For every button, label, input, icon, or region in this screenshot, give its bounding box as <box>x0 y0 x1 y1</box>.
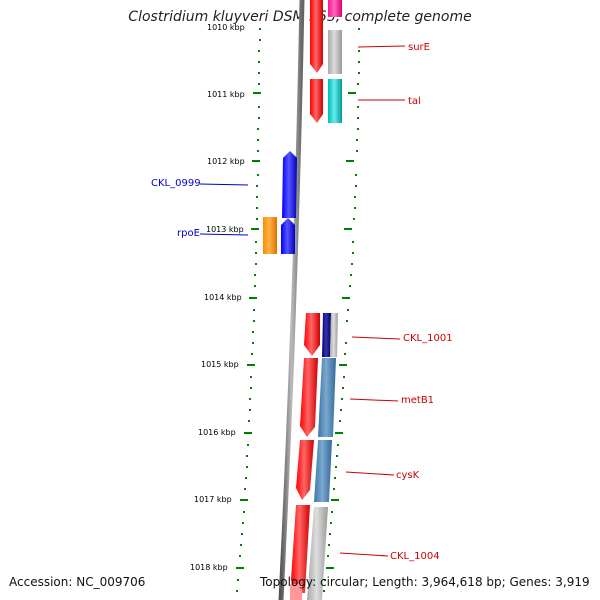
gene-label-rpoE: rpoE <box>177 228 200 239</box>
scale-label-1018: 1018 kbp <box>190 563 228 572</box>
scale-label-1017: 1017 kbp <box>194 495 232 504</box>
gene-arrow-CKL_1001 <box>304 313 320 356</box>
reverse-genes <box>263 151 297 254</box>
gene-label-CKL_0999: CKL_0999 <box>151 178 201 189</box>
scale-dots-outer <box>323 28 360 592</box>
gene-label-tal: tal <box>408 96 421 107</box>
gene-arrow-bottom <box>290 584 302 600</box>
feature-steel-metB1 <box>318 358 336 437</box>
scale-label-1011: 1011 kbp <box>207 90 245 99</box>
gene-arrow-cysK <box>296 440 314 500</box>
gene-arrow-tal <box>310 79 323 123</box>
gene-label-metB1: metB1 <box>401 395 434 406</box>
scale-label-1014: 1014 kbp <box>204 293 242 302</box>
scale-label-1013: 1013 kbp <box>206 225 244 234</box>
feature-grey-CKL_1004 <box>307 507 328 600</box>
gene-label-cysK: cysK <box>396 470 420 481</box>
scale-dots-inner <box>236 28 261 592</box>
feature-grey-CKL_1001 <box>330 313 338 357</box>
feature-orange <box>263 217 277 254</box>
gene-arrow-metB1 <box>300 358 318 437</box>
scale-label-1012: 1012 kbp <box>207 157 245 166</box>
gene-label-CKL_1004: CKL_1004 <box>390 551 440 562</box>
label-lines <box>199 45 406 557</box>
feature-grey-surE <box>328 30 342 74</box>
scale-labels: 1010 kbp 1011 kbp 1012 kbp 1013 kbp 1014… <box>190 23 245 572</box>
forward-genes <box>290 0 323 600</box>
gene-labels: surE tal CKL_0999 rpoE CKL_1001 metB1 cy… <box>151 42 453 562</box>
gene-label-CKL_1001: CKL_1001 <box>403 333 453 344</box>
gene-arrow-surE <box>310 0 323 73</box>
accession-text: Accession: NC_009706 <box>9 575 146 589</box>
gene-arrow-CKL_1004 <box>291 505 310 593</box>
gene-label-surE: surE <box>408 42 430 53</box>
gene-arrow-rpoE <box>281 218 295 254</box>
scale-ticks-outer <box>326 92 356 569</box>
scale-label-1016: 1016 kbp <box>198 428 236 437</box>
topology-text: Topology: circular; Length: 3,964,618 bp… <box>260 575 590 589</box>
scale-label-1010: 1010 kbp <box>207 23 245 32</box>
feature-cyan-tal <box>328 79 342 123</box>
feature-navy <box>322 313 331 357</box>
scale-label-1015: 1015 kbp <box>201 360 239 369</box>
genome-backbone <box>278 0 305 600</box>
gene-arrow-CKL_0999 <box>282 151 297 218</box>
feature-track <box>307 0 342 600</box>
scale-ticks <box>236 92 261 569</box>
feature-magenta <box>328 0 342 17</box>
feature-steel-cysK <box>314 440 332 502</box>
